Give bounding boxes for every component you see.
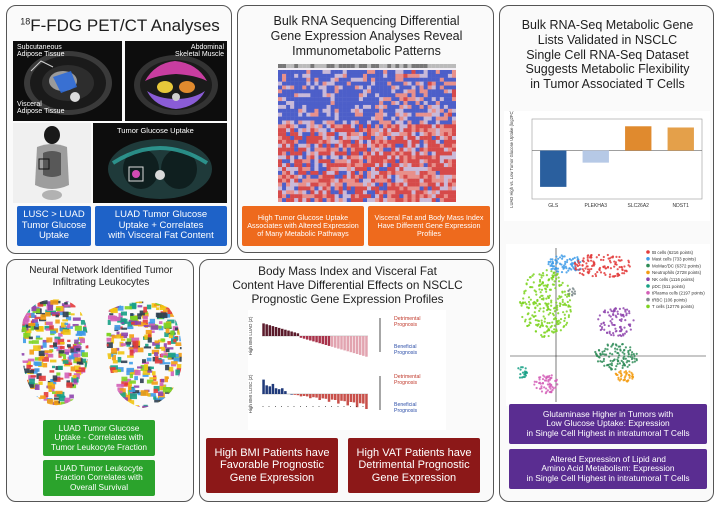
detrimental-prognosis-label: Prognosis bbox=[394, 322, 417, 328]
log2fc-bar-chart: LUAD High vs. Low Tumor Glucose Uptake (… bbox=[504, 111, 710, 221]
abdominal-label: Abdominal Skeletal Muscle bbox=[174, 44, 224, 59]
beneficial-prognosis-label: Prognosis bbox=[394, 350, 417, 356]
ct-scan-muscle-image: Abdominal Skeletal Muscle bbox=[125, 41, 227, 121]
legend-swatch bbox=[646, 257, 650, 261]
bar-chart-ylabel: LUAD High vs. Low Tumor Glucose Uptake (… bbox=[509, 111, 514, 208]
detrimental-prognosis-label: Detrimental bbox=[394, 316, 421, 322]
overall-survival-box: LUAD Tumor Leukocyte Fraction Correlates… bbox=[43, 460, 155, 496]
svg-text:•: • bbox=[292, 406, 296, 407]
metabolic-gene-panel: Bulk RNA-Seq Metabolic Gene Lists Valida… bbox=[499, 5, 714, 502]
svg-text:•: • bbox=[311, 406, 315, 407]
beneficial-prognosis-label: Prognosis bbox=[394, 408, 417, 414]
bar-label-ndst1: NDST1 bbox=[673, 203, 690, 209]
tumor-uptake-label: Tumor Glucose Uptake bbox=[117, 126, 194, 135]
svg-text:•: • bbox=[317, 406, 321, 407]
legend-swatch bbox=[646, 284, 650, 288]
pet-ct-fused-image: Tumor Glucose Uptake bbox=[93, 123, 227, 203]
legend-swatch bbox=[646, 263, 650, 268]
glucose-metabolic-box: High Tumor Glucose Uptake Associates wit… bbox=[242, 206, 364, 246]
detrimental-prognosis-label: Detrimental bbox=[394, 374, 421, 380]
legend-entry: tB cells (6216 points) bbox=[652, 250, 694, 255]
legend-entry: Mast cells (733 points) bbox=[652, 257, 696, 262]
svg-text:•: • bbox=[298, 406, 302, 407]
leukocyte-fraction-box: LUAD Tumor Glucose Uptake - Correlates w… bbox=[43, 420, 155, 456]
svg-text:•: • bbox=[336, 406, 340, 407]
lipid-amino-box: Altered Expression of Lipid and Amino Ac… bbox=[509, 449, 707, 489]
subcutaneous-label: Subcutaneous Adipose Tissue bbox=[17, 44, 65, 59]
visceral-label: Visceral Adipose Tissue bbox=[17, 101, 65, 116]
svg-text:•: • bbox=[323, 406, 327, 407]
svg-text:•: • bbox=[273, 406, 277, 407]
bar-label-plekha3: PLEKHA3 bbox=[584, 203, 607, 209]
legend-entry: NK cells (1116 points) bbox=[652, 277, 695, 282]
legend-swatch bbox=[646, 277, 650, 281]
bar-slc26a2 bbox=[625, 126, 652, 151]
svg-text:•: • bbox=[361, 406, 365, 407]
svg-text:•: • bbox=[286, 406, 290, 407]
ct-scan-adipose-image: Subcutaneous Adipose Tissue Visceral Adi… bbox=[13, 41, 122, 121]
legend-swatch bbox=[646, 297, 650, 302]
visceral-bmi-box: Visceral Fat and Body Mass Index Have Di… bbox=[368, 206, 490, 246]
luad-visceral-box: LUAD Tumor Glucose Uptake + Correlates w… bbox=[95, 206, 227, 246]
bulk-rna-title: Bulk RNA Sequencing Differential Gene Ex… bbox=[270, 14, 463, 58]
glutaminase-box: Glutaminase Higher in Tumors with Low Gl… bbox=[509, 404, 707, 444]
bar-ndst1 bbox=[667, 127, 694, 151]
prognostic-ylabel: High BMI LUAD (Z) bbox=[248, 316, 253, 355]
svg-text:•: • bbox=[348, 406, 352, 407]
metabolic-gene-title: Bulk RNA-Seq Metabolic Gene Lists Valida… bbox=[521, 18, 694, 91]
legend-swatch bbox=[646, 250, 650, 254]
legend-entry: pDC (511 points) bbox=[652, 284, 685, 289]
svg-text:•: • bbox=[261, 406, 265, 407]
bar-label-slc26a2: SLC26A2 bbox=[628, 203, 650, 209]
beneficial-prognosis-label: Beneficial bbox=[394, 402, 417, 408]
umap-scatter-plot: tB cells (6216 points) Mast cells (733 po… bbox=[506, 244, 710, 406]
svg-text:•: • bbox=[330, 406, 334, 407]
bar-plekha3 bbox=[582, 150, 609, 163]
high-vat-box: High VAT Patients have Detrimental Progn… bbox=[348, 438, 480, 493]
svg-text:•: • bbox=[267, 406, 271, 407]
legend-swatch bbox=[646, 270, 650, 275]
bar-gls bbox=[540, 150, 567, 187]
bulk-rna-panel: Bulk RNA Sequencing Differential Gene Ex… bbox=[237, 5, 494, 253]
prognostic-ylabel: High BMI LUSC (Z) bbox=[248, 374, 253, 413]
pet-ct-title: 18F-FDG PET/CT Analyses bbox=[20, 16, 220, 35]
legend-entry: MoMac/DC (6372 points) bbox=[652, 263, 701, 268]
legend-entry: tRBC (106 points) bbox=[652, 297, 687, 302]
beneficial-prognosis-label: Beneficial bbox=[394, 344, 417, 350]
neural-network-title: Neural Network Identified Tumor Infiltra… bbox=[29, 265, 173, 288]
legend-swatch bbox=[646, 304, 650, 309]
heatmap-image bbox=[278, 64, 456, 202]
legend-entry: tPlasma cells (2197 points) bbox=[652, 291, 705, 296]
lusc-luad-box: LUSC > LUAD Tumor Glucose Uptake bbox=[17, 206, 91, 246]
legend-swatch bbox=[646, 291, 650, 295]
pet-body-image bbox=[13, 123, 91, 203]
svg-text:•: • bbox=[305, 406, 309, 407]
high-bmi-box: High BMI Patients have Favorable Prognos… bbox=[206, 438, 338, 493]
svg-text:•: • bbox=[342, 406, 346, 407]
bmi-visceral-title: Body Mass Index and Visceral Fat Content… bbox=[232, 264, 463, 306]
bar-label-gls: GLS bbox=[548, 203, 559, 209]
legend-entry: Neutrophils (2728 points) bbox=[652, 270, 702, 275]
svg-text:•: • bbox=[280, 406, 284, 407]
detrimental-prognosis-label: Prognosis bbox=[394, 380, 417, 386]
pet-ct-panel: 18F-FDG PET/CT Analyses Subcutaneous Adi… bbox=[6, 5, 232, 254]
svg-text:•: • bbox=[355, 406, 359, 407]
prognostic-bar-charts: High BMI LUAD (Z) High BMI LUSC (Z) Detrim… bbox=[248, 310, 446, 430]
neural-network-panel: Neural Network Identified Tumor Infiltra… bbox=[6, 259, 194, 502]
tissue-segmentation-image bbox=[13, 290, 189, 416]
legend-entry: T cells (12776 points) bbox=[652, 304, 694, 309]
bmi-visceral-panel: Body Mass Index and Visceral Fat Content… bbox=[199, 259, 494, 502]
